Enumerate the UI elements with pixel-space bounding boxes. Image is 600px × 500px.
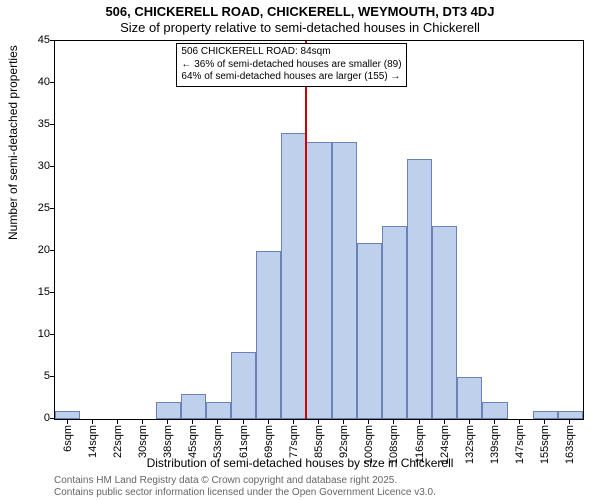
xtick-label: 77sqm <box>288 425 300 475</box>
xtick-label: 132sqm <box>464 425 476 475</box>
chart-title-line2: Size of property relative to semi-detach… <box>0 20 600 35</box>
xtick-label: 30sqm <box>137 425 149 475</box>
xtick-label: 69sqm <box>263 425 275 475</box>
xtick-label: 85sqm <box>313 425 325 475</box>
xtick-mark <box>544 420 545 424</box>
xtick-label: 100sqm <box>363 425 375 475</box>
ytick-label: 45 <box>10 34 50 46</box>
bar <box>181 394 206 419</box>
ytick-label: 20 <box>10 244 50 256</box>
xtick-label: 163sqm <box>564 425 576 475</box>
ytick-mark <box>50 82 54 83</box>
bar <box>432 226 457 419</box>
ytick-label: 0 <box>10 412 50 424</box>
xtick-label: 147sqm <box>514 425 526 475</box>
xtick-label: 22sqm <box>112 425 124 475</box>
xtick-mark <box>368 420 369 424</box>
ytick-mark <box>50 376 54 377</box>
ytick-label: 10 <box>10 328 50 340</box>
xtick-label: 139sqm <box>489 425 501 475</box>
xtick-mark <box>569 420 570 424</box>
footer-line-2: Contains public sector information licen… <box>54 487 436 498</box>
xtick-mark <box>192 420 193 424</box>
ytick-mark <box>50 250 54 251</box>
ytick-mark <box>50 418 54 419</box>
chart-title-line1: 506, CHICKERELL ROAD, CHICKERELL, WEYMOU… <box>0 4 600 19</box>
xtick-mark <box>167 420 168 424</box>
xtick-mark <box>494 420 495 424</box>
xtick-mark <box>419 420 420 424</box>
xtick-mark <box>92 420 93 424</box>
xtick-mark <box>142 420 143 424</box>
ytick-label: 15 <box>10 286 50 298</box>
ytick-mark <box>50 124 54 125</box>
xtick-label: 45sqm <box>187 425 199 475</box>
bar <box>281 133 306 419</box>
bar <box>407 159 432 419</box>
ytick-label: 30 <box>10 160 50 172</box>
bar <box>558 411 583 419</box>
ytick-label: 35 <box>10 118 50 130</box>
xtick-mark <box>293 420 294 424</box>
xtick-mark <box>217 420 218 424</box>
ytick-label: 25 <box>10 202 50 214</box>
annotation-line-1: 506 CHICKERELL ROAD: 84sqm <box>181 46 401 59</box>
xtick-label: 124sqm <box>439 425 451 475</box>
xtick-mark <box>469 420 470 424</box>
bar <box>256 251 281 419</box>
xtick-mark <box>67 420 68 424</box>
xtick-label: 155sqm <box>539 425 551 475</box>
xtick-label: 14sqm <box>87 425 99 475</box>
ytick-mark <box>50 40 54 41</box>
xtick-mark <box>318 420 319 424</box>
xtick-mark <box>519 420 520 424</box>
bar <box>382 226 407 419</box>
annotation-box: 506 CHICKERELL ROAD: 84sqm ← 36% of semi… <box>176 43 406 87</box>
bar <box>206 402 231 419</box>
xtick-mark <box>393 420 394 424</box>
annotation-line-2: ← 36% of semi-detached houses are smalle… <box>181 59 401 72</box>
ytick-label: 40 <box>10 76 50 88</box>
xtick-mark <box>343 420 344 424</box>
ytick-mark <box>50 166 54 167</box>
bar <box>231 352 256 419</box>
bar <box>533 411 558 419</box>
annotation-line-3: 64% of semi-detached houses are larger (… <box>181 71 401 84</box>
ytick-mark <box>50 208 54 209</box>
xtick-label: 38sqm <box>162 425 174 475</box>
bar <box>55 411 80 419</box>
xtick-label: 116sqm <box>414 425 426 475</box>
xtick-label: 92sqm <box>338 425 350 475</box>
plot-area: 506 CHICKERELL ROAD: 84sqm ← 36% of semi… <box>54 40 584 420</box>
bar <box>482 402 507 419</box>
xtick-mark <box>243 420 244 424</box>
ytick-label: 5 <box>10 370 50 382</box>
reference-line <box>305 41 307 419</box>
xtick-label: 6sqm <box>62 425 74 475</box>
xtick-mark <box>117 420 118 424</box>
xtick-label: 61sqm <box>238 425 250 475</box>
bar <box>357 243 382 419</box>
ytick-mark <box>50 292 54 293</box>
bar <box>156 402 181 419</box>
xtick-label: 53sqm <box>212 425 224 475</box>
xtick-label: 108sqm <box>388 425 400 475</box>
footer-line-1: Contains HM Land Registry data © Crown c… <box>54 475 397 486</box>
ytick-mark <box>50 334 54 335</box>
bar <box>332 142 357 419</box>
bar <box>306 142 331 419</box>
bar <box>457 377 482 419</box>
xtick-mark <box>268 420 269 424</box>
xtick-mark <box>444 420 445 424</box>
